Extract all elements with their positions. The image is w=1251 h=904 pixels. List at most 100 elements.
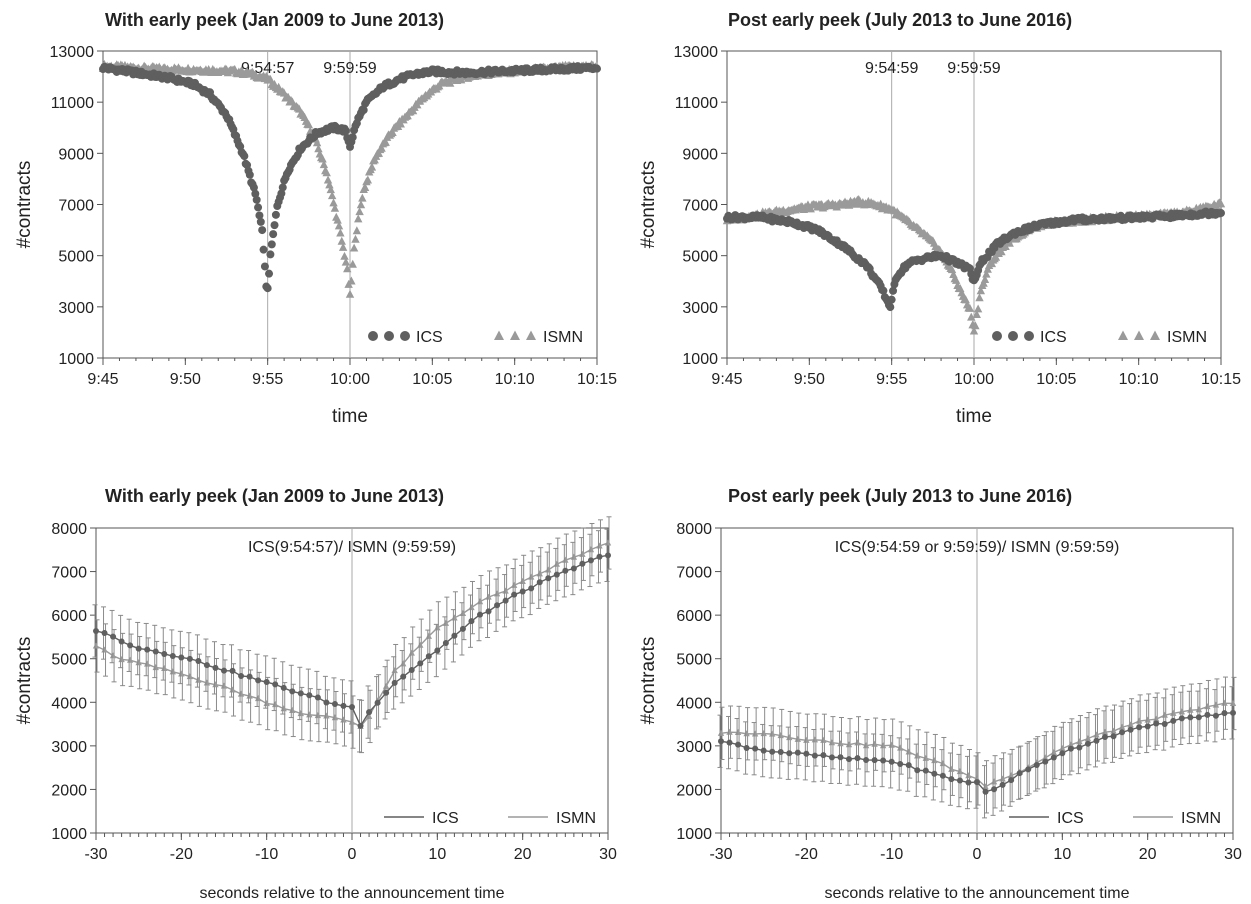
data-point [359,106,368,115]
data-point [327,191,337,200]
data-point [999,775,1006,782]
data-point [969,326,979,335]
data-point [269,230,278,239]
data-point [1161,711,1168,718]
y-tick-label: 9000 [58,146,94,163]
y-tick-label: 3000 [676,739,712,756]
data-point [229,667,236,674]
legend-label-ics: ICS [416,329,443,346]
data-point [272,701,279,708]
x-tick-label: -30 [709,846,732,863]
data-point [1042,754,1049,761]
data-point [528,585,535,592]
data-point [254,695,262,702]
data-point [267,240,276,249]
y-tick-label: 9000 [682,146,718,163]
data-point [340,251,349,260]
chart-title: With early peek (Jan 2009 to June 2013) [105,10,444,30]
data-point [1008,777,1015,784]
legend-label-ismn: ISMN [556,810,596,827]
data-point [348,133,357,142]
x-tick-label: 10:10 [1119,371,1159,388]
legend-marker-ics [992,331,1002,341]
data-point [828,739,836,746]
data-point [352,226,362,235]
data-point [272,681,279,688]
data-point [971,321,980,330]
x-tick-label: 9:55 [876,371,907,388]
data-point [1050,754,1057,761]
data-point [976,286,986,295]
data-point [186,673,194,680]
data-point [1084,740,1091,747]
data-point [356,200,366,209]
data-point [1178,708,1185,715]
data-point [536,570,543,577]
legend-marker-ismn [1150,330,1160,340]
x-tick-label: 10 [1053,846,1071,863]
data-point [334,221,344,230]
data-point [1101,728,1109,735]
data-point [323,699,330,706]
data-point [1059,750,1066,757]
data-point [358,193,367,202]
data-point [897,744,904,751]
data-point [240,152,249,161]
data-point [1221,699,1228,706]
data-point [1217,209,1225,218]
x-tick-label: 10:05 [1036,371,1076,388]
y-tick-label: 3000 [682,300,718,317]
data-point [854,739,861,746]
x-tick-label: 10:15 [577,371,617,388]
data-point [887,295,896,304]
data-point [306,711,313,718]
data-point [1059,745,1066,752]
data-point [939,760,947,767]
data-point [297,710,304,717]
data-point [254,203,263,212]
data-point [340,702,347,709]
data-point [545,566,552,573]
x-tick-label: 0 [973,846,982,863]
data-point [340,716,347,723]
data-point [367,162,377,171]
data-point [169,653,176,660]
data-point [888,758,895,765]
data-point [803,736,810,743]
legend-marker-ics [1024,331,1034,341]
data-point [319,160,329,169]
data-point [101,646,108,653]
data-point [323,175,333,184]
data-point [1221,710,1228,717]
data-point [266,250,275,259]
data-point [888,741,895,748]
data-point [990,778,998,785]
data-point [956,777,963,784]
data-point [101,630,108,637]
data-point [259,245,268,254]
series-ismn [92,516,612,754]
data-point [803,750,810,757]
data-point [322,168,331,177]
data-point [263,284,272,293]
data-point [178,670,185,677]
series-ismn [98,59,602,298]
data-point [366,709,373,716]
data-point [786,734,793,741]
data-point [237,690,245,697]
data-point [1025,766,1032,773]
y-tick-label: 1000 [676,826,712,843]
data-point [999,781,1006,788]
data-point [312,138,322,147]
data-point [203,679,211,686]
data-point [1153,720,1160,727]
chart-panel-4: Post early peek (July 2013 to June 2016)… [638,486,1242,902]
legend-marker-ismn [1118,330,1128,340]
data-point [1153,715,1160,722]
x-tick-label: 10:05 [412,371,452,388]
data-point [760,730,767,737]
data-point [391,679,398,686]
data-point [330,203,340,212]
legend-label-ismn: ISMN [543,329,583,346]
data-point [343,264,352,273]
